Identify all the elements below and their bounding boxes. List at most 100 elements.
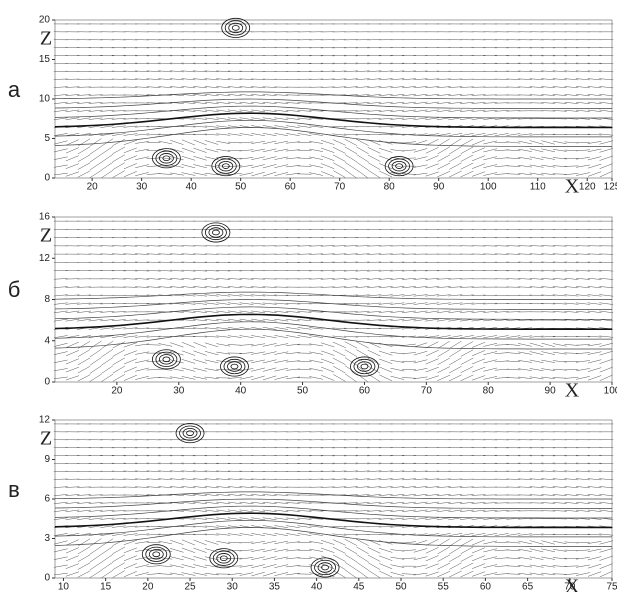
flow-arrow <box>53 486 68 488</box>
flow-arrow <box>378 319 393 321</box>
flow-arrow <box>135 533 150 536</box>
flow-arrow <box>343 486 358 488</box>
flow-arrow <box>355 311 370 313</box>
flow-arrow <box>100 102 115 104</box>
flow-arrow <box>529 533 544 536</box>
flow-arrow <box>517 54 532 57</box>
flow-arrow <box>425 555 439 562</box>
x-tick-label: 25 <box>184 582 196 592</box>
flow-arrow <box>158 269 173 272</box>
flow-arrow <box>204 368 219 372</box>
flow-arrow <box>169 376 184 380</box>
flow-arrow <box>413 342 428 348</box>
flow-arrow <box>251 486 266 488</box>
flow-arrow <box>146 286 161 288</box>
flow-arrow <box>181 564 196 569</box>
flow-arrow <box>425 294 440 297</box>
flow-arrow <box>89 554 102 563</box>
flow-arrow <box>181 164 196 169</box>
flow-arrow <box>65 294 80 297</box>
flow-arrow <box>460 146 474 154</box>
flow-arrow <box>251 556 265 560</box>
vortex <box>221 17 251 38</box>
flow-arrow <box>100 510 115 512</box>
flow-arrow <box>227 270 242 272</box>
flow-arrow <box>135 94 150 96</box>
flow-arrow <box>123 342 138 348</box>
flow-arrow <box>65 171 80 177</box>
flow-arrow <box>378 454 393 457</box>
flow-arrow <box>158 573 173 575</box>
flow-arrow <box>100 533 115 536</box>
flow-arrow <box>216 360 231 363</box>
flow-arrow <box>285 172 300 176</box>
flow-arrow <box>552 343 567 347</box>
flow-arrow <box>285 165 300 168</box>
flow-arrow <box>65 350 79 357</box>
flow-arrow <box>355 286 370 288</box>
flow-arrow <box>227 573 242 576</box>
flow-arrow <box>297 327 312 330</box>
flow-arrow <box>146 327 161 329</box>
flow-arrow <box>552 261 567 264</box>
flow-arrow <box>332 357 346 365</box>
flow-arrow <box>123 155 138 162</box>
flow-arrow <box>285 572 300 576</box>
flow-arrow <box>65 155 79 162</box>
flow-arrow <box>297 102 312 104</box>
flow-arrow <box>425 547 439 554</box>
flow-arrow <box>227 286 242 289</box>
flow-arrow <box>170 148 184 153</box>
flow-arrow <box>425 539 439 546</box>
flow-arrow <box>123 253 138 255</box>
flow-arrow <box>100 133 115 136</box>
flow-arrow <box>529 540 544 545</box>
flow-arrow <box>111 454 126 457</box>
flow-arrow <box>309 164 323 168</box>
flow-arrow <box>552 269 567 272</box>
flow-arrow <box>158 462 173 465</box>
flow-arrow <box>146 462 161 465</box>
flow-arrow <box>262 294 277 297</box>
flow-arrow <box>77 109 91 112</box>
flow-arrow <box>367 47 382 49</box>
flow-arrow <box>53 351 68 355</box>
flow-arrow <box>459 486 474 488</box>
flow-arrow <box>564 269 579 272</box>
flow-arrow <box>599 358 613 364</box>
flow-arrow <box>483 509 498 512</box>
flow-arrow <box>378 140 393 145</box>
flow-arrow <box>53 140 68 145</box>
flow-arrow <box>309 253 324 255</box>
flow-arrow <box>449 562 462 570</box>
flow-arrow <box>146 335 161 338</box>
flow-arrow <box>262 286 277 288</box>
flow-arrow <box>390 269 405 272</box>
flow-arrow <box>378 310 393 313</box>
flow-arrow <box>285 125 300 128</box>
flow-arrow <box>401 62 416 65</box>
vortex <box>211 156 241 177</box>
flow-arrow <box>251 109 266 113</box>
flow-arrow <box>564 549 579 551</box>
flow-arrow <box>517 70 532 73</box>
flow-arrow <box>367 286 382 289</box>
flow-arrow <box>599 62 614 65</box>
flow-arrow <box>239 541 254 544</box>
flow-arrow <box>413 109 428 113</box>
flow-arrow <box>599 555 613 561</box>
flow-arrow <box>274 133 289 137</box>
flow-arrow <box>367 470 382 473</box>
flow-arrow <box>413 540 428 545</box>
flow-arrow <box>123 245 138 247</box>
flow-arrow <box>216 509 231 513</box>
flow-arrow <box>88 125 103 128</box>
flow-arrow <box>65 302 80 305</box>
flow-arrow <box>262 326 277 330</box>
flow-arrow <box>123 269 138 272</box>
flow-arrow <box>227 501 242 505</box>
flow-arrow <box>449 162 462 170</box>
flow-arrow <box>53 540 68 545</box>
flow-arrow <box>193 172 207 176</box>
flow-arrow <box>599 148 613 153</box>
